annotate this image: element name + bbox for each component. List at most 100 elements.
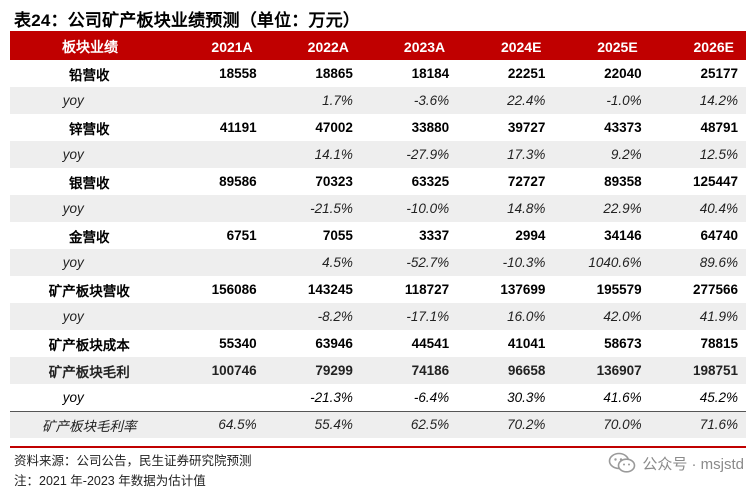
row-value: 195579	[596, 282, 642, 297]
table-row: yoy 4.5% -52.7% -10.3% 1040.6% 89.6%	[10, 249, 746, 276]
row-value: 156086	[211, 282, 257, 297]
row-value	[168, 87, 264, 114]
table-row: 矿产板块毛利率 64.5% 55.4% 62.5% 70.2% 70.0% 71.6%	[10, 410, 746, 438]
row-value	[168, 249, 264, 276]
row-value: 44541	[411, 336, 450, 351]
header-year: 2021A	[211, 38, 253, 55]
row-value: 43373	[604, 120, 642, 135]
row-value: 74186	[411, 363, 450, 378]
row-value: -21.3%	[310, 389, 353, 405]
row-value: -27.9%	[406, 147, 450, 162]
row-value: -10.3%	[502, 255, 546, 270]
row-value: 41191	[219, 120, 257, 135]
row-value: 9.2%	[610, 147, 642, 162]
row-value: 277566	[692, 282, 738, 297]
row-value: 55.4%	[264, 410, 361, 438]
row-value: 40.4%	[699, 201, 738, 216]
row-value: 18558	[219, 66, 257, 81]
table-row: 矿产板块毛利 100746 79299 74186 96658 136907 198751	[10, 357, 746, 384]
row-value: 22.4%	[507, 93, 546, 108]
row-value: 70323	[315, 174, 353, 189]
table-row: yoy -8.2% -17.1% 16.0% 42.0% 41.9%	[10, 303, 746, 330]
row-value: 96658	[507, 363, 546, 378]
row-value: 22251	[507, 66, 546, 81]
row-label: 金营收	[68, 229, 110, 245]
table-row: yoy -21.5% -10.0% 14.8% 22.9% 40.4%	[10, 195, 746, 222]
row-value: 45.2%	[699, 389, 738, 405]
row-value	[168, 195, 264, 222]
header-year: 2023A	[403, 38, 446, 55]
row-value: 89.6%	[699, 255, 738, 270]
row-value: 17.3%	[507, 147, 546, 162]
row-value: -52.7%	[406, 255, 450, 270]
row-value: -3.6%	[413, 93, 450, 108]
header-label: 板块业绩	[62, 38, 118, 55]
table-row: 金营收 6751 7055 3337 2994 34146 64740	[10, 222, 746, 249]
table-row: 铅营收 18558 18865 18184 22251 22040 25177	[10, 60, 746, 87]
row-value: 1040.6%	[588, 255, 642, 270]
row-value: 6751	[226, 228, 257, 243]
row-value: -8.2%	[317, 309, 353, 324]
watermark-text: 公众号 · msjstd	[642, 455, 744, 473]
row-value: -21.5%	[310, 201, 353, 216]
row-label: yoy	[62, 309, 84, 324]
row-value: 118727	[404, 282, 450, 297]
row-value: 136907	[596, 363, 642, 378]
row-value: 12.5%	[699, 147, 738, 162]
row-value: 4.5%	[322, 255, 353, 270]
row-value: 39727	[507, 120, 546, 135]
wechat-icon	[609, 452, 636, 473]
row-label: 矿产板块成本	[48, 337, 130, 353]
row-value: 71.6%	[649, 410, 746, 438]
source-note: 资料来源：公司公告，民生证券研究院预测	[14, 454, 252, 468]
row-value: 33880	[411, 120, 450, 135]
row-value: 48791	[700, 120, 738, 135]
row-value: 198751	[692, 363, 738, 378]
row-value: 137699	[500, 282, 546, 297]
row-value: 70.2%	[457, 410, 554, 438]
row-value: -1.0%	[606, 93, 642, 108]
row-value	[168, 384, 264, 411]
row-value: 18865	[315, 66, 353, 81]
row-value: 47002	[315, 120, 353, 135]
header-year: 2022A	[307, 38, 349, 55]
row-value: 143245	[307, 282, 353, 297]
table-row: yoy 1.7% -3.6% 22.4% -1.0% 14.2%	[10, 87, 746, 114]
row-value: 125447	[692, 174, 738, 189]
row-value: 41041	[507, 336, 546, 351]
row-label: 矿产板块毛利率	[10, 410, 169, 438]
title-divider	[10, 31, 746, 33]
row-value: 63325	[411, 174, 450, 189]
header-year: 2025E	[597, 38, 638, 55]
row-value: 63946	[315, 336, 353, 351]
row-label: 矿产板块营收	[48, 283, 130, 299]
row-value: 7055	[322, 228, 353, 243]
row-value: 16.0%	[507, 309, 546, 324]
row-value: 78815	[700, 336, 738, 351]
row-value: 55340	[219, 336, 257, 351]
row-value: -17.1%	[406, 309, 450, 324]
row-label: yoy	[62, 201, 84, 216]
header-year: 2026E	[693, 38, 734, 55]
row-value: 14.8%	[507, 201, 546, 216]
row-value: 62.5%	[360, 410, 458, 438]
row-value: 41.6%	[603, 389, 642, 405]
row-value: 2994	[515, 228, 546, 243]
row-value: 14.1%	[314, 147, 353, 162]
row-label: 锌营收	[68, 121, 110, 137]
row-label: yoy	[62, 147, 84, 162]
row-value: 30.3%	[507, 389, 546, 405]
row-label: 铅营收	[68, 67, 110, 83]
row-value: 89586	[219, 174, 257, 189]
row-value: 1.7%	[322, 93, 353, 108]
row-label: yoy	[62, 93, 84, 108]
row-value: 25177	[700, 66, 738, 81]
row-value: 79299	[315, 363, 353, 378]
table-row: 银营收 89586 70323 63325 72727 89358 125447	[10, 168, 746, 195]
row-label: 矿产板块毛利	[48, 364, 130, 380]
table-body: 铅营收 18558 18865 18184 22251 22040 25177 yoy 1.7%…	[10, 60, 746, 438]
table-row: 矿产板块营收 156086 143245 118727 137699 195579 2775…	[10, 276, 746, 303]
row-value: 22.9%	[603, 201, 642, 216]
row-label: yoy	[62, 255, 84, 270]
